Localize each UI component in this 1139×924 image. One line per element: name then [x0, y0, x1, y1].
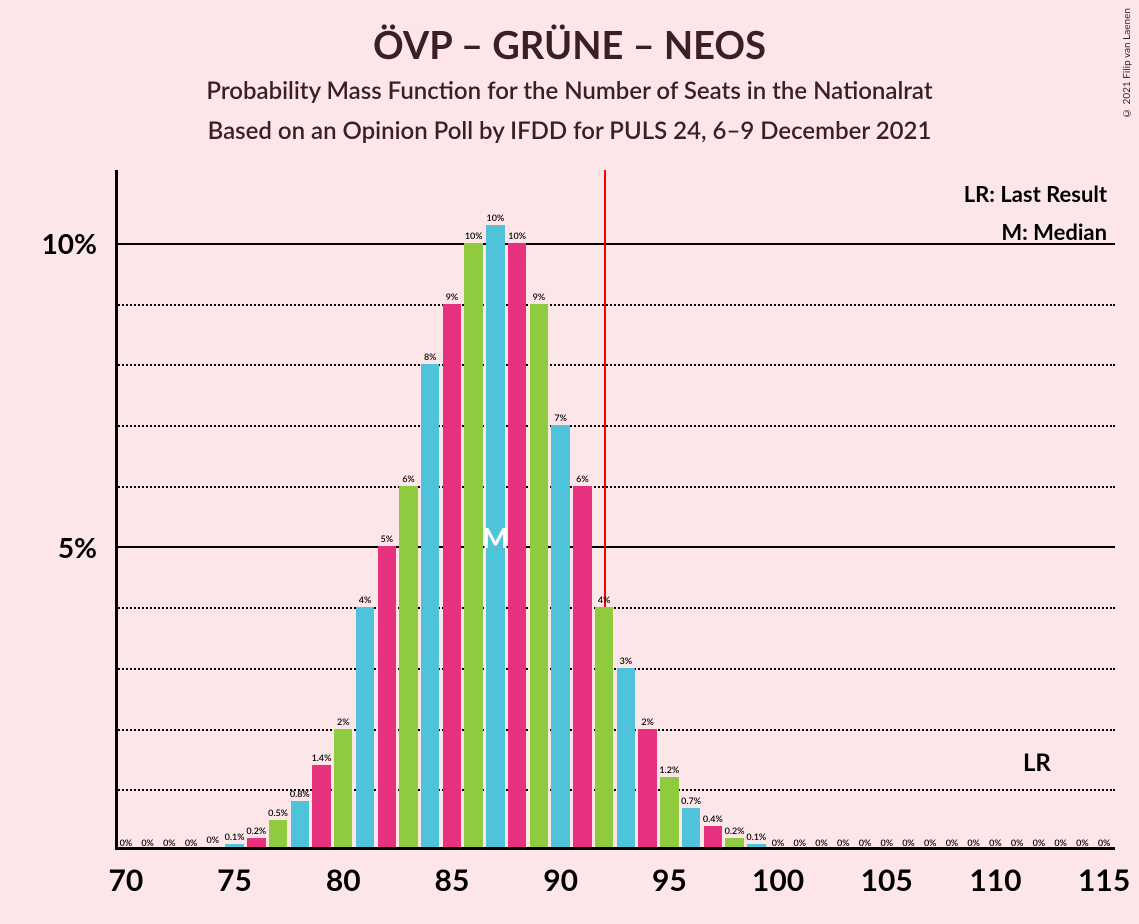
y-axis — [115, 170, 118, 850]
y-tick-label: 5% — [7, 530, 97, 564]
bar-value-label: 0.2% — [246, 825, 266, 836]
grid-minor — [115, 486, 1115, 488]
y-tick-label: 10% — [7, 226, 97, 260]
grid-minor — [115, 668, 1115, 670]
bar — [334, 729, 352, 850]
legend-last-result: LR: Last Result — [964, 180, 1107, 207]
x-tick-label: 85 — [435, 862, 470, 898]
bar-value-label: 5% — [380, 533, 393, 544]
bar-value-label: 6% — [576, 473, 589, 484]
bar — [530, 304, 548, 850]
bar-value-label: 2% — [337, 716, 350, 727]
plot-area: 5%10%0%0%0%0%0%0.1%0.2%0.5%0.8%1.4%2%4%5… — [115, 170, 1115, 850]
last-result-marker: LR — [1023, 748, 1051, 777]
chart-title: ÖVP – GRÜNE – NEOS — [0, 22, 1139, 68]
bar — [378, 546, 396, 850]
grid-minor — [115, 729, 1115, 731]
bar — [682, 808, 700, 851]
grid-minor — [115, 789, 1115, 791]
x-tick-label: 70 — [108, 862, 143, 898]
bar-value-label: 0.1% — [746, 831, 766, 842]
bar-value-label: 0.8% — [290, 788, 310, 799]
bar-value-label: 9% — [533, 291, 546, 302]
x-tick-label: 80 — [326, 862, 361, 898]
bar — [291, 801, 309, 850]
legend-median: M: Median — [1001, 218, 1107, 245]
bar-value-label: 1.4% — [312, 752, 332, 763]
bar-value-label: 8% — [424, 351, 437, 362]
copyright-text: © 2021 Filip van Laenen — [1121, 8, 1133, 119]
bar-value-label: 3% — [620, 655, 633, 666]
x-tick-label: 105 — [861, 862, 913, 898]
bar-value-label: 10% — [465, 230, 483, 241]
chart-subtitle-1: Probability Mass Function for the Number… — [0, 76, 1139, 105]
bar — [595, 607, 613, 850]
x-tick-label: 95 — [652, 862, 687, 898]
bar — [660, 777, 678, 850]
bar — [312, 765, 330, 850]
bar-value-label: 9% — [446, 291, 459, 302]
bar — [421, 364, 439, 850]
x-tick-label: 90 — [543, 862, 578, 898]
bar — [356, 607, 374, 850]
grid-minor — [115, 607, 1115, 609]
bar-value-label: 0.7% — [681, 795, 701, 806]
bar — [551, 425, 569, 850]
median-marker: M — [482, 520, 508, 554]
bar-value-label: 4% — [359, 594, 372, 605]
bar-value-label: 0.5% — [268, 807, 288, 818]
bar-value-label: 0.4% — [703, 813, 723, 824]
chart-subtitle-2: Based on an Opinion Poll by IFDD for PUL… — [0, 116, 1139, 145]
grid-minor — [115, 304, 1115, 306]
x-tick-label: 115 — [1078, 862, 1130, 898]
grid-minor — [115, 364, 1115, 366]
bar-value-label: 10% — [487, 212, 505, 223]
bar-value-label: 1.2% — [659, 764, 679, 775]
bar-value-label: 7% — [554, 412, 567, 423]
bar-value-label: 0.1% — [225, 831, 245, 842]
bar — [464, 243, 482, 850]
bar-value-label: 0.2% — [725, 825, 745, 836]
bar — [399, 486, 417, 850]
x-axis — [115, 847, 1115, 850]
bar — [617, 668, 635, 850]
chart-canvas: ÖVP – GRÜNE – NEOS Probability Mass Func… — [0, 0, 1139, 924]
bar — [443, 304, 461, 850]
bar-value-label: 0% — [207, 834, 220, 845]
x-tick-label: 75 — [217, 862, 252, 898]
grid-major — [115, 243, 1115, 245]
bar — [508, 243, 526, 850]
bar-value-label: 10% — [508, 230, 526, 241]
bar-value-label: 6% — [402, 473, 415, 484]
bar — [269, 820, 287, 850]
grid-minor — [115, 425, 1115, 427]
bar-value-label: 4% — [598, 594, 611, 605]
bar — [638, 729, 656, 850]
bar — [573, 486, 591, 850]
x-tick-label: 100 — [752, 862, 804, 898]
grid-major — [115, 546, 1115, 548]
x-tick-label: 110 — [969, 862, 1021, 898]
bar-value-label: 2% — [641, 716, 654, 727]
